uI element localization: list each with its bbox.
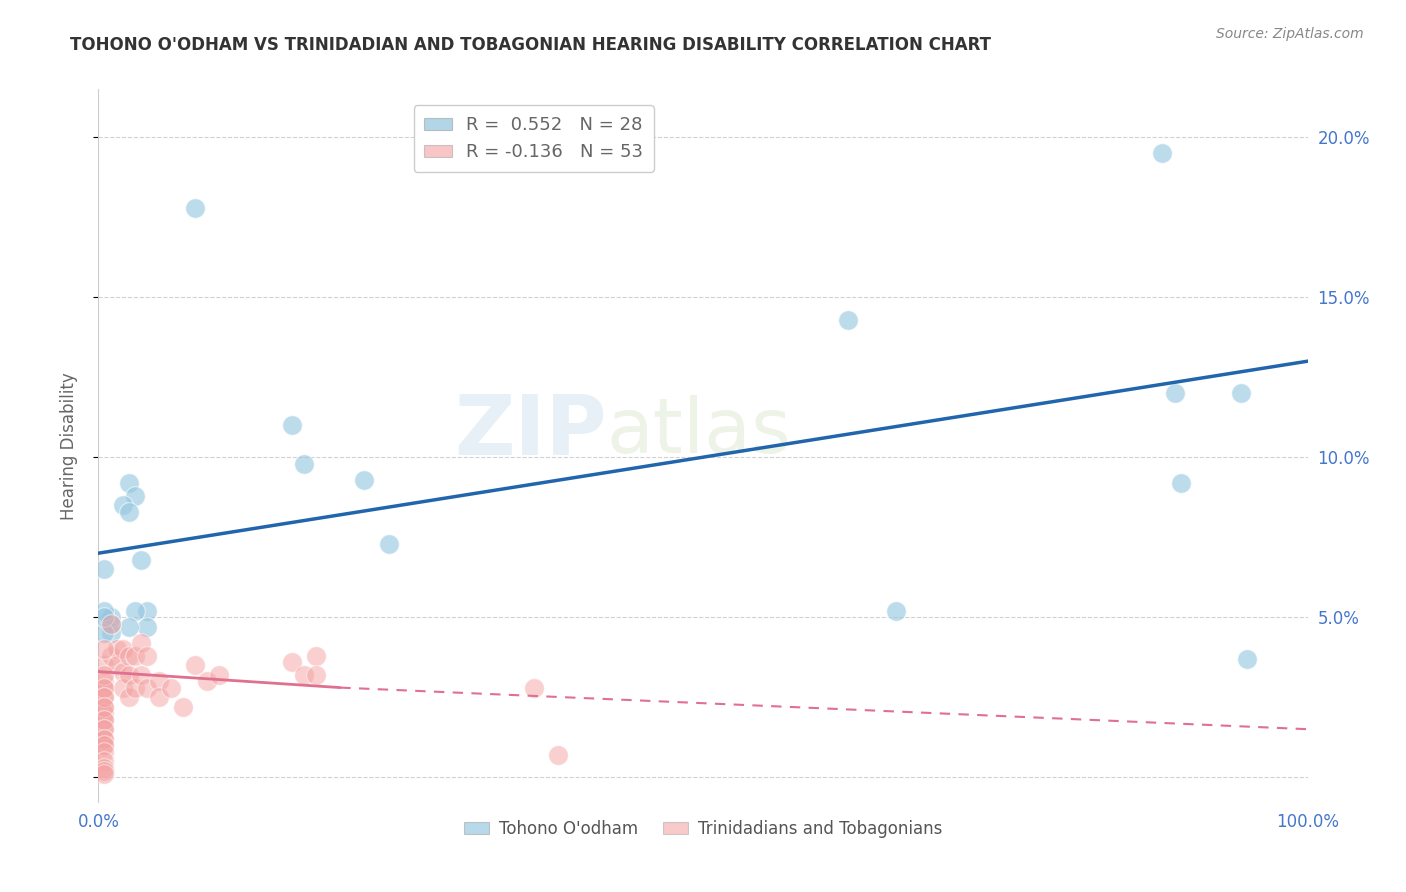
Point: [111, 665, 134, 679]
Point: [135, 648, 157, 663]
Point: [160, 681, 183, 695]
Point: [172, 699, 194, 714]
Point: [111, 498, 134, 512]
Point: [184, 658, 207, 673]
Point: [111, 642, 134, 657]
Text: ZIP: ZIP: [454, 392, 606, 472]
Point: [93, 658, 115, 673]
Point: [208, 668, 231, 682]
Point: [129, 552, 152, 566]
Point: [118, 475, 141, 490]
Point: [93, 745, 115, 759]
Point: [1152, 146, 1174, 161]
Point: [100, 610, 122, 624]
Point: [93, 767, 115, 781]
Point: [124, 681, 146, 695]
Text: TOHONO O'ODHAM VS TRINIDADIAN AND TOBAGONIAN HEARING DISABILITY CORRELATION CHAR: TOHONO O'ODHAM VS TRINIDADIAN AND TOBAGO…: [70, 36, 991, 54]
Point: [93, 610, 115, 624]
Point: [105, 658, 128, 673]
Point: [118, 620, 141, 634]
Point: [353, 473, 375, 487]
Point: [886, 604, 908, 618]
Point: [292, 668, 315, 682]
Point: [305, 668, 328, 682]
Point: [118, 690, 141, 705]
Point: [1163, 386, 1185, 401]
Point: [135, 681, 157, 695]
Point: [93, 642, 115, 657]
Point: [93, 668, 115, 682]
Point: [1170, 475, 1192, 490]
Point: [292, 457, 315, 471]
Y-axis label: Hearing Disability: Hearing Disability: [59, 372, 77, 520]
Text: Source: ZipAtlas.com: Source: ZipAtlas.com: [1216, 27, 1364, 41]
Point: [124, 604, 146, 618]
Point: [93, 681, 115, 695]
Point: [111, 681, 134, 695]
Point: [100, 626, 122, 640]
Point: [93, 562, 115, 576]
Point: [93, 706, 115, 721]
Legend: Tohono O'odham, Trinidadians and Tobagonians: Tohono O'odham, Trinidadians and Tobagon…: [457, 814, 949, 845]
Point: [100, 616, 122, 631]
Point: [93, 681, 115, 695]
Point: [118, 505, 141, 519]
Point: [124, 648, 146, 663]
Point: [93, 761, 115, 775]
Point: [837, 312, 859, 326]
Point: [105, 642, 128, 657]
Point: [523, 681, 546, 695]
Point: [93, 604, 115, 618]
Point: [129, 636, 152, 650]
Point: [93, 764, 115, 778]
Point: [93, 699, 115, 714]
Point: [118, 648, 141, 663]
Point: [93, 722, 115, 736]
Point: [93, 731, 115, 746]
Point: [377, 536, 399, 550]
Point: [135, 620, 157, 634]
Point: [124, 489, 146, 503]
Point: [100, 616, 122, 631]
Point: [100, 648, 122, 663]
Point: [93, 738, 115, 752]
Point: [135, 604, 157, 618]
Text: atlas: atlas: [606, 395, 792, 468]
Point: [93, 713, 115, 727]
Point: [129, 668, 152, 682]
Point: [547, 747, 569, 762]
Point: [195, 674, 218, 689]
Point: [93, 754, 115, 768]
Point: [93, 722, 115, 736]
Point: [281, 655, 304, 669]
Point: [93, 690, 115, 705]
Point: [1236, 652, 1258, 666]
Point: [281, 418, 304, 433]
Point: [148, 674, 170, 689]
Point: [305, 648, 328, 663]
Point: [93, 690, 115, 705]
Point: [93, 674, 115, 689]
Point: [93, 699, 115, 714]
Point: [184, 201, 207, 215]
Point: [93, 738, 115, 752]
Point: [93, 713, 115, 727]
Point: [118, 668, 141, 682]
Point: [93, 626, 115, 640]
Point: [148, 690, 170, 705]
Point: [93, 731, 115, 746]
Point: [1230, 386, 1253, 401]
